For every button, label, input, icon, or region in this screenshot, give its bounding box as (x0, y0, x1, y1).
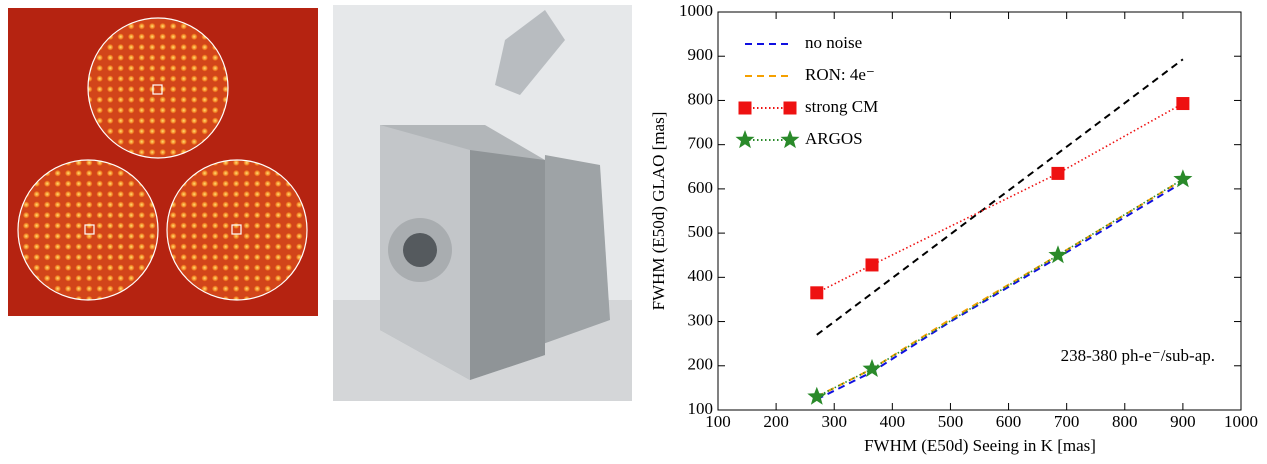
x-tick-label: 300 (821, 412, 847, 431)
marker (781, 130, 800, 148)
y-tick-label: 500 (688, 222, 714, 241)
annotation: 238-380 ph-e⁻/sub-ap. (1061, 346, 1215, 365)
x-tick-label: 700 (1054, 412, 1080, 431)
marker (784, 102, 797, 115)
legend-label: ARGOS (805, 129, 863, 148)
legend-label: strong CM (805, 97, 878, 116)
x-tick-label: 1000 (1224, 412, 1258, 431)
marker (1051, 167, 1064, 180)
x-tick-label: 900 (1170, 412, 1196, 431)
x-tick-label: 800 (1112, 412, 1138, 431)
y-tick-label: 800 (688, 89, 714, 108)
marker (810, 286, 823, 299)
y-tick-label: 300 (688, 310, 714, 329)
y-tick-label: 200 (688, 355, 714, 374)
x-tick-label: 500 (938, 412, 964, 431)
chart: 238-380 ph-e⁻/sub-ap. FWHM (E50d) Seeing… (649, 12, 1241, 455)
marker (807, 387, 826, 405)
legend-label: RON: 4e⁻ (805, 65, 875, 84)
marker (1048, 245, 1067, 263)
x-axis-label: FWHM (E50d) Seeing in K [mas] (864, 436, 1096, 455)
marker (865, 258, 878, 271)
y-tick-label: 600 (688, 178, 714, 197)
x-tick-label: 600 (996, 412, 1022, 431)
spot-image (8, 8, 318, 316)
marker (1173, 169, 1192, 187)
marker (1176, 97, 1189, 110)
marker (736, 130, 755, 148)
y-tick-label: 100 (688, 399, 714, 418)
y-tick-label: 700 (688, 134, 714, 153)
y-tick-label: 400 (688, 266, 714, 285)
marker (739, 102, 752, 115)
legend-label: no noise (805, 33, 862, 52)
y-axis-label: FWHM (E50d) GLAO [mas] (649, 112, 668, 311)
camera-photo (333, 5, 632, 401)
x-tick-label: 400 (880, 412, 906, 431)
x-tick-label: 200 (763, 412, 789, 431)
figure: 238-380 ph-e⁻/sub-ap. FWHM (E50d) Seeing… (0, 0, 1267, 459)
y-tick-label: 900 (688, 45, 714, 64)
y-tick-label: 1000 (679, 1, 713, 20)
